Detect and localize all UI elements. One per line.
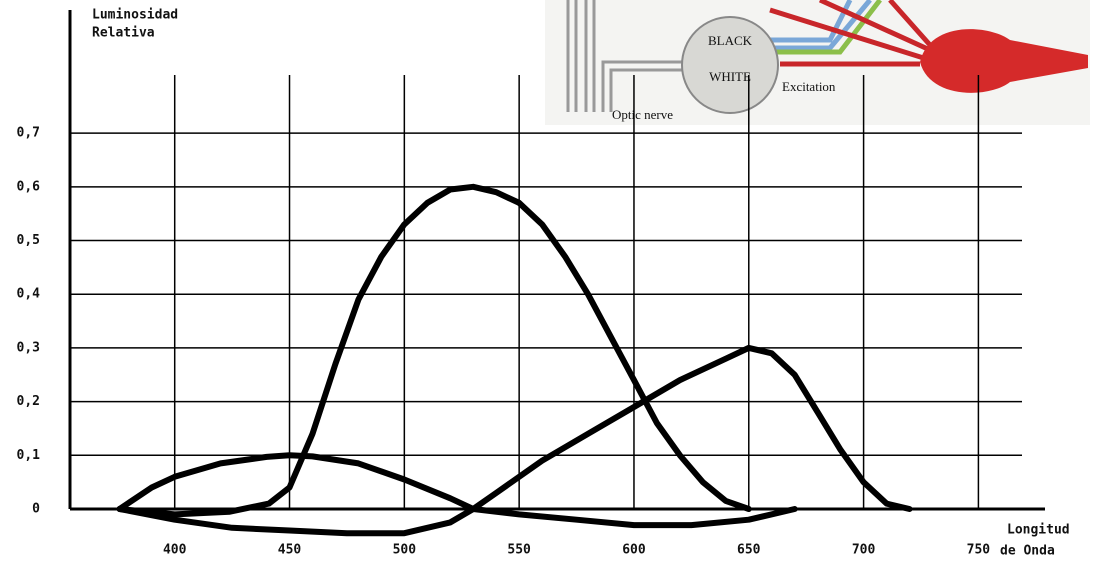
green-link: [770, 0, 882, 55]
y-tick-label: 0: [32, 502, 40, 517]
optic-nerve-pipes: [566, 0, 596, 112]
x-axis-label: de Onda: [1000, 544, 1055, 559]
y-tick-label: 0,6: [17, 179, 41, 194]
inset-label: WHITE: [709, 69, 751, 84]
data-line: [116, 344, 913, 537]
x-axis-label: Longitud: [1007, 523, 1070, 538]
inset-label: Optic nerve: [612, 107, 673, 122]
data-line: [116, 183, 752, 518]
optic-nerve-link: [601, 60, 690, 112]
y-tick-label: 0,5: [17, 233, 40, 248]
y-tick-label: 0,1: [17, 448, 41, 463]
x-tick-label: 500: [393, 543, 417, 558]
y-tick-label: 0,2: [17, 394, 40, 409]
red-cell: [920, 29, 1088, 93]
x-tick-label: 600: [622, 543, 646, 558]
inset-label: Excitation: [782, 79, 836, 94]
y-tick-label: 0,7: [17, 126, 40, 141]
ganglion-cell: [681, 16, 779, 114]
data-line: [116, 452, 798, 529]
x-tick-label: 550: [507, 543, 531, 558]
x-tick-label: 700: [852, 543, 876, 558]
y-tick-label: 0,4: [17, 287, 41, 302]
y-axis-label: Relativa: [92, 26, 155, 41]
x-tick-label: 450: [278, 543, 302, 558]
red-link: [769, 0, 932, 67]
y-axis-label: Luminosidad: [92, 8, 178, 23]
inset-label: BLACK: [708, 33, 753, 48]
x-tick-label: 650: [737, 543, 761, 558]
x-tick-label: 400: [163, 543, 187, 558]
inset-diagram: BLACK WHITE Optic nerve Excitation: [545, 0, 1090, 125]
x-tick-label: 750: [967, 543, 991, 558]
y-tick-label: 0,3: [17, 340, 40, 355]
